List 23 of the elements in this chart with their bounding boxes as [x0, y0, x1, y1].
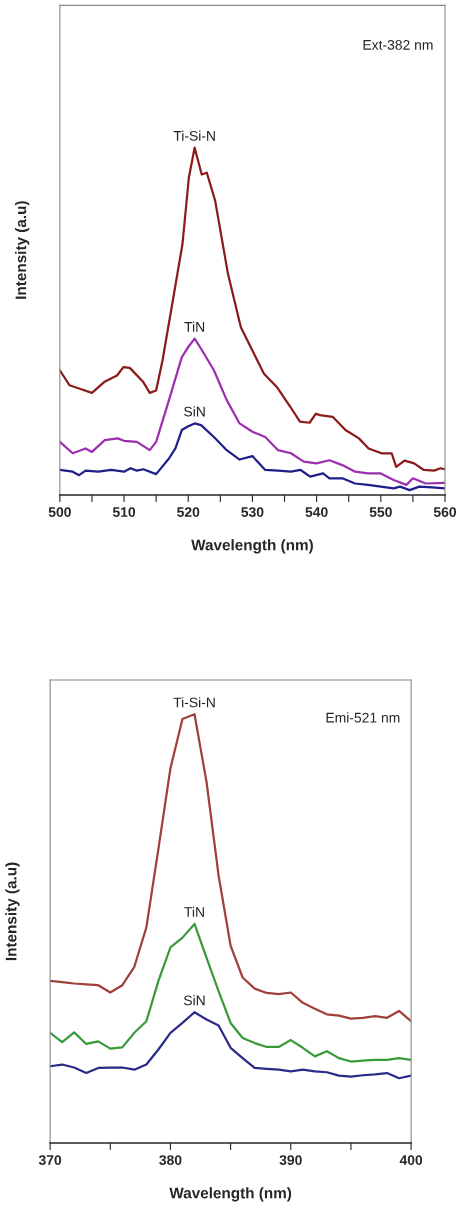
- text: Ext-382 nm: [363, 39, 433, 50]
- x-tick-label: 500: [48, 507, 71, 517]
- x-tick-label: 510: [112, 507, 136, 517]
- annotation: Emi-521 nm: [326, 712, 400, 723]
- series-label: TiN: [184, 321, 205, 332]
- series-label: Ti-Si-N: [173, 697, 215, 708]
- x-tick-label: 550: [369, 507, 392, 517]
- series-label: SiN: [184, 406, 205, 417]
- x-tick-label: 560: [433, 507, 456, 517]
- x-tick-label: 400: [399, 1155, 423, 1165]
- series-label: TiN: [184, 906, 204, 917]
- x-tick-label: 370: [38, 1155, 62, 1166]
- x-tick-label: 380: [159, 1155, 182, 1166]
- x-axis-title: Wavelength (nm): [191, 539, 313, 554]
- series-label: Ti-Si-N: [173, 130, 215, 141]
- x-tick-label: 520: [177, 507, 200, 517]
- x-axis-title: Wavelength (nm): [169, 1187, 292, 1202]
- x-tick-label: 390: [279, 1155, 302, 1166]
- y-axis-title: Intensity (a.u): [15, 201, 30, 299]
- y-axis-title: Intensity (a.u): [5, 862, 20, 961]
- x-tick-label: 540: [305, 507, 328, 517]
- x-tick-label: 530: [241, 507, 264, 517]
- series-label: SiN: [183, 995, 205, 1006]
